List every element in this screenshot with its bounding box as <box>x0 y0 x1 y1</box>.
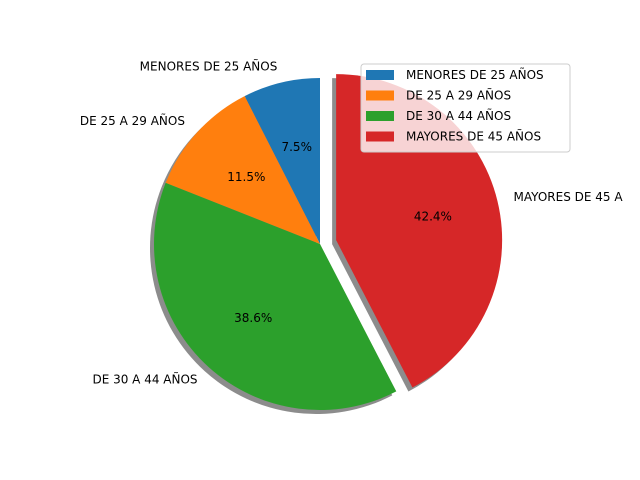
pie-slice-de-30-a-44-anos <box>154 182 397 410</box>
legend-label-de-30-a-44-anos: DE 30 A 44 AÑOS <box>406 108 511 123</box>
category-label-mayores-de-45-anos: MAYORES DE 45 A <box>514 190 624 204</box>
pie-slice-menores-de-25-anos <box>244 78 320 244</box>
legend-label-de-25-a-29-anos: DE 25 A 29 AÑOS <box>406 88 511 103</box>
percent-label-menores-de-25-anos: 7.5% <box>281 140 312 154</box>
percent-label-mayores-de-45-anos: 42.4% <box>414 210 452 224</box>
legend-label-mayores-de-45-anos: MAYORES DE 45 AÑOS <box>406 129 541 144</box>
legend-swatch-de-25-a-29-anos <box>366 90 394 101</box>
category-label-menores-de-25-anos: MENORES DE 25 AÑOS <box>140 58 278 73</box>
legend-swatch-de-30-a-44-anos <box>366 111 394 121</box>
percent-label-de-25-a-29-anos: 11.5% <box>227 170 265 184</box>
legend: MENORES DE 25 AÑOS DE 25 A 29 AÑOS DE 30 A… <box>360 63 571 153</box>
legend-frame <box>360 63 571 153</box>
category-labels: MENORES DE 25 AÑOS DE 25 A 29 AÑOS DE 30 A… <box>80 58 624 386</box>
category-label-de-30-a-44-anos: DE 30 A 44 AÑOS <box>92 371 197 386</box>
pie-slice-de-25-a-29-anos <box>165 96 320 244</box>
percent-label-de-30-a-44-anos: 38.6% <box>234 311 272 325</box>
legend-swatch-mayores-de-45-anos <box>366 131 394 142</box>
legend-label-menores-de-25-anos: MENORES DE 25 AÑOS <box>406 67 544 82</box>
percent-labels: 7.5% 11.5% 38.6% 42.4% <box>227 140 452 325</box>
category-label-de-25-a-29-anos: DE 25 A 29 AÑOS <box>80 113 185 128</box>
legend-swatch-menores-de-25-anos <box>366 70 394 80</box>
